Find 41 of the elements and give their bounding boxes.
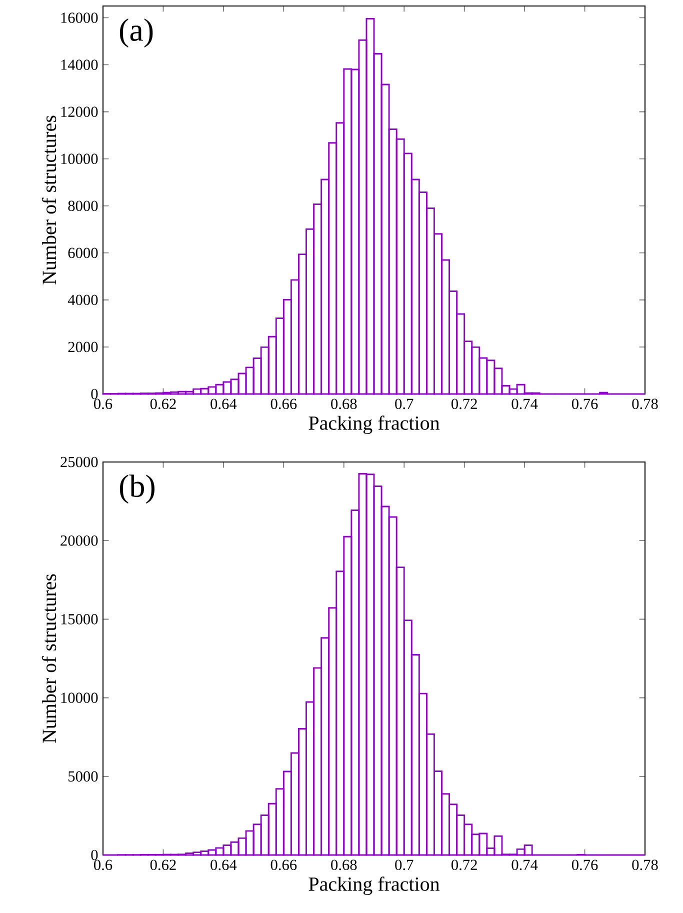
y-tick-label: 8000: [68, 200, 98, 212]
y-tick-label: 20000: [60, 535, 98, 546]
x-tick-label: 0.66: [270, 860, 297, 870]
y-tick-label: 16000: [61, 12, 98, 23]
x-tick-label: 0.62: [150, 860, 176, 870]
y-tick-label: 15000: [61, 614, 98, 624]
x-tick-label: 0.7: [395, 860, 414, 870]
x-tick-label: 0.74: [512, 398, 538, 410]
y-tick-label: 10000: [61, 154, 98, 164]
x-tick-label: 0.64: [210, 860, 237, 870]
x-tick-label: 0.6: [94, 398, 112, 410]
x-tick-label: 0.66: [270, 398, 297, 410]
x-tick-label: 0.76: [572, 860, 598, 870]
x-tick-label: 0.76: [572, 398, 598, 410]
y-tick-label: 25000: [60, 456, 98, 468]
y-axis-title: Number of structures: [42, 574, 56, 743]
x-tick-label: 0.62: [150, 398, 176, 410]
x-axis-title: Packing fraction: [308, 416, 440, 434]
y-tick-label: 6000: [68, 248, 98, 258]
y-tick-label: 2000: [68, 342, 98, 352]
y-tick-label: 5000: [68, 771, 98, 782]
y-tick-label: 4000: [68, 294, 98, 306]
x-tick-label: 0.72: [452, 860, 477, 870]
annotation: (b): [120, 474, 154, 504]
y-axis-title: Number of structures: [42, 116, 56, 284]
x-axis-title: Packing fraction: [308, 876, 440, 895]
x-tick-label: 0.6: [94, 860, 112, 870]
x-tick-label: 0.68: [331, 398, 357, 410]
y-tick-label: 0: [91, 388, 98, 400]
annotation: (a): [120, 18, 153, 48]
y-tick-label: 12000: [61, 106, 98, 117]
x-tick-label: 0.78: [632, 860, 658, 870]
y-tick-label: 14000: [61, 60, 98, 70]
x-tick-label: 0.68: [331, 860, 357, 870]
x-tick-label: 0.74: [512, 860, 538, 870]
y-tick-label: 0: [91, 850, 98, 860]
x-tick-label: 0.64: [210, 398, 237, 410]
x-tick-label: 0.78: [632, 398, 658, 410]
x-tick-label: 0.72: [452, 398, 477, 410]
y-tick-label: 10000: [61, 692, 98, 703]
x-tick-label: 0.7: [395, 398, 414, 410]
